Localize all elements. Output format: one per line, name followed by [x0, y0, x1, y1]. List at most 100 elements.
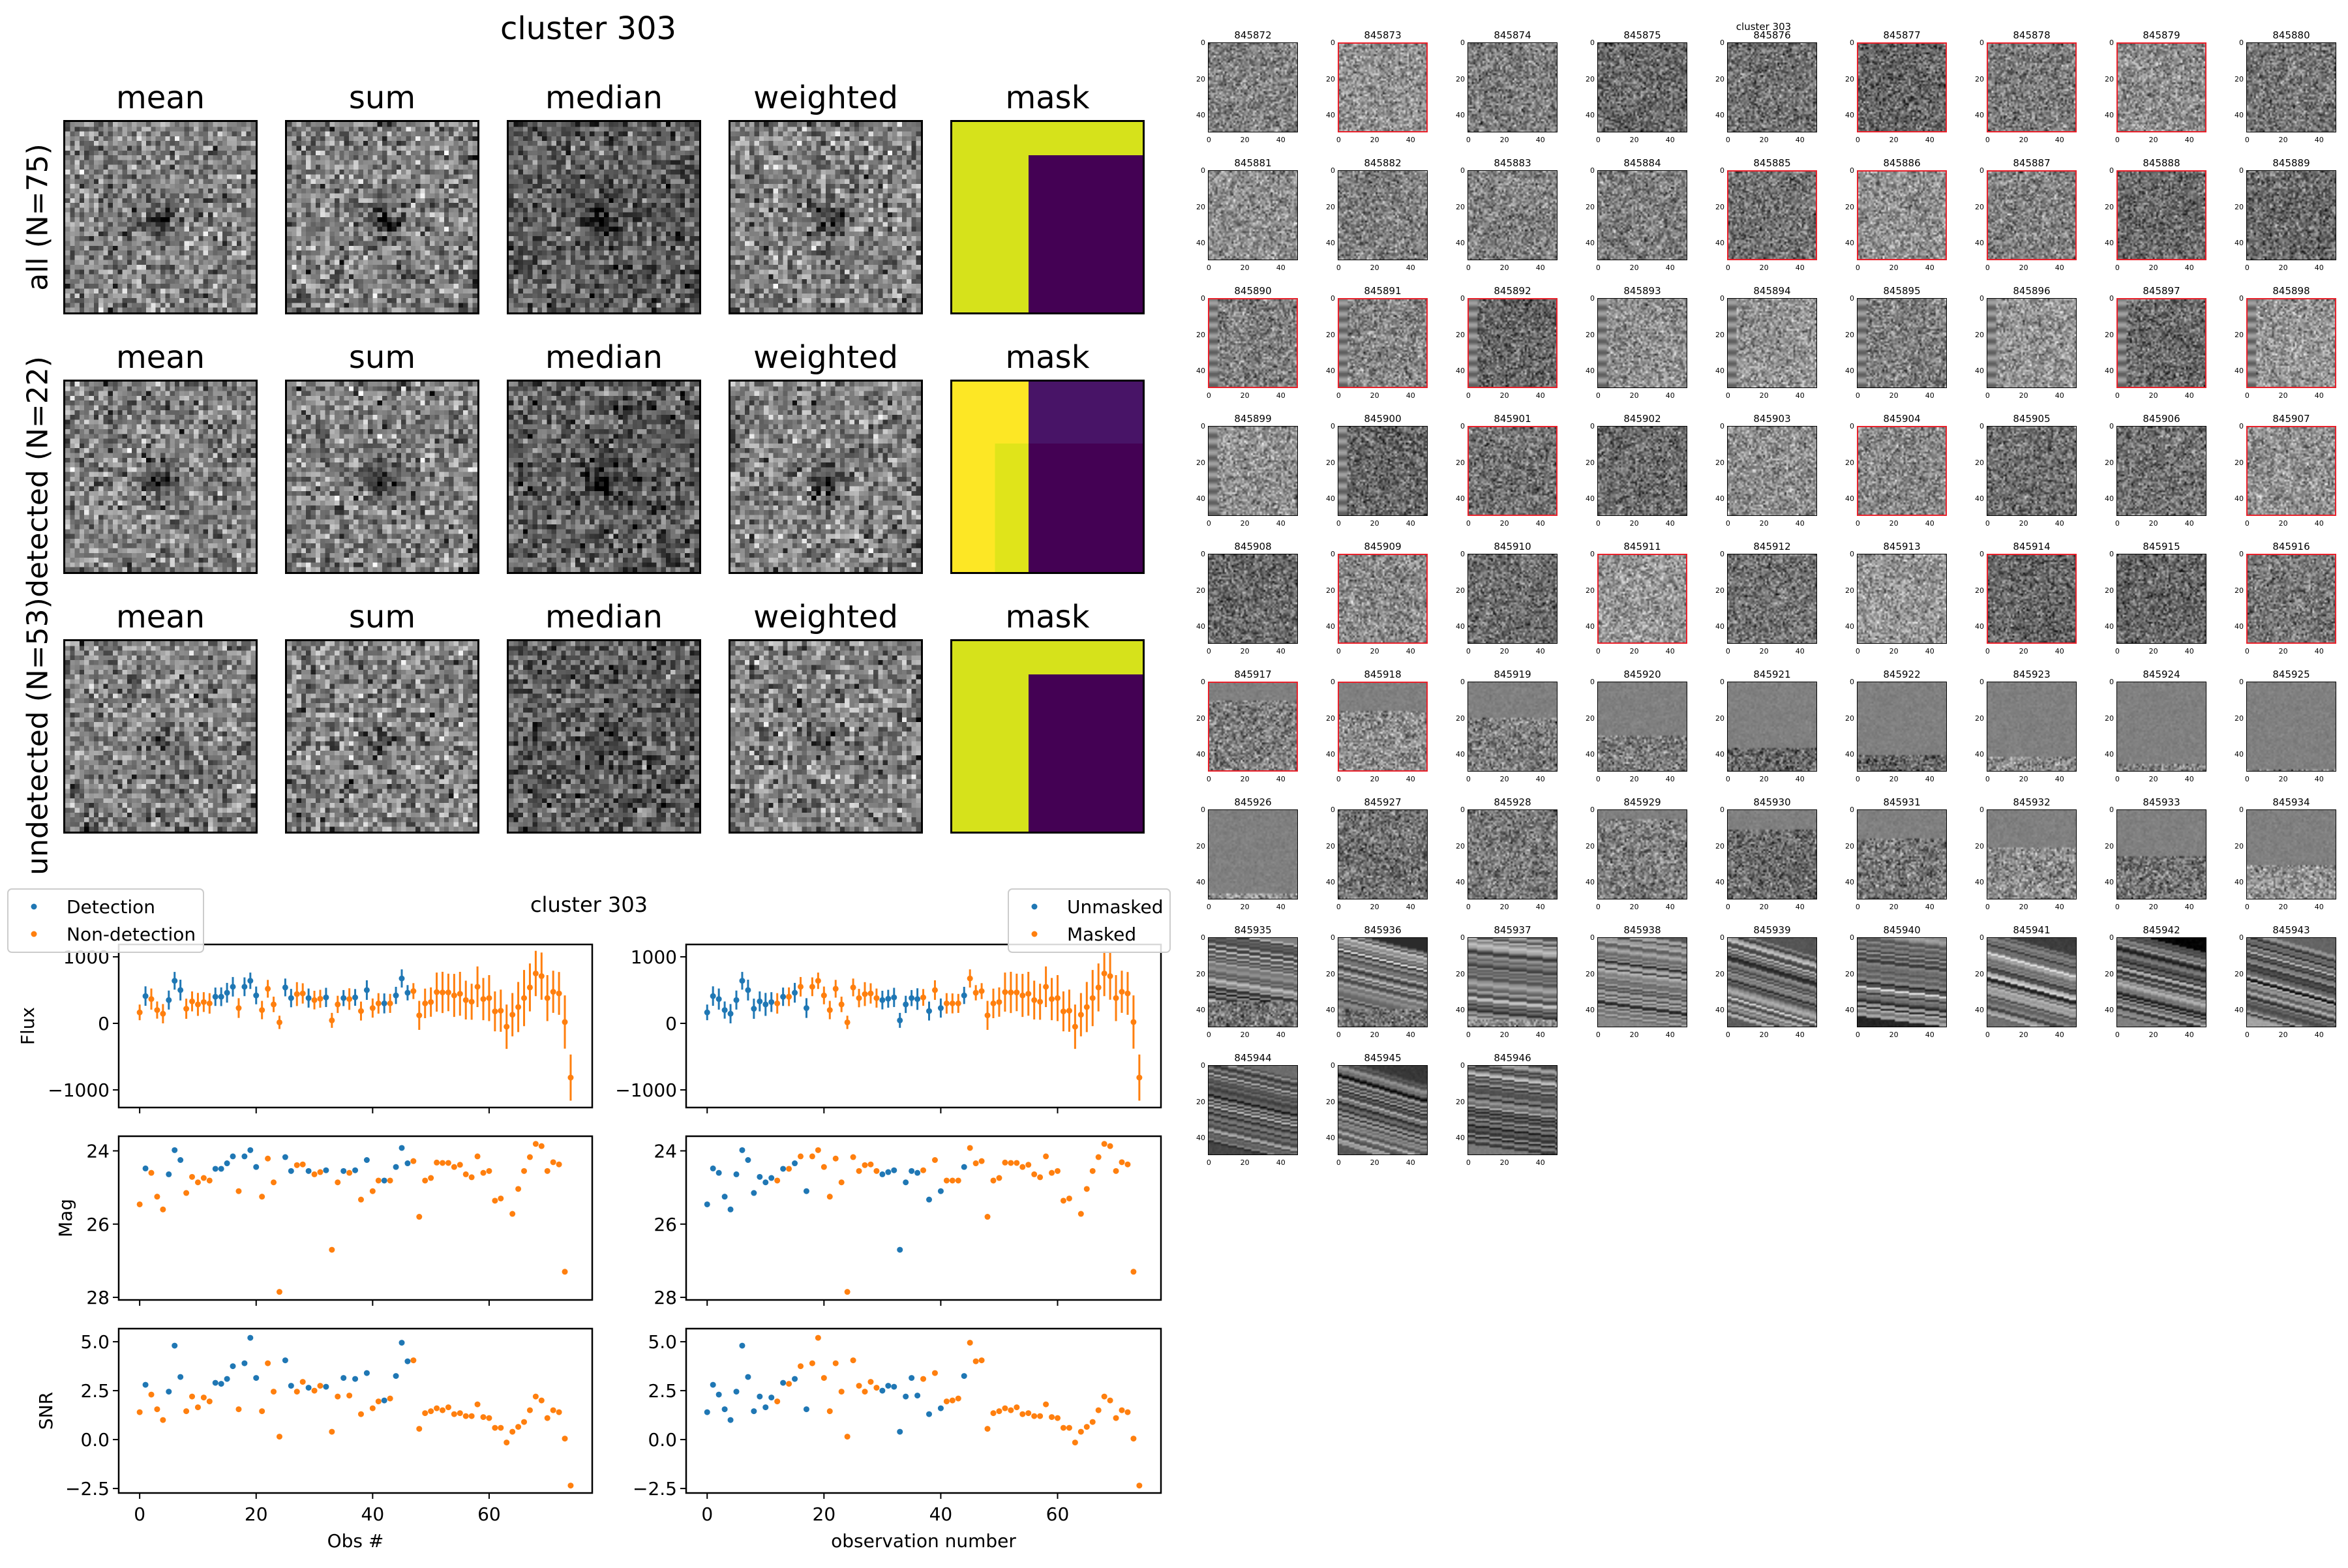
thumbnail-title: 845936 — [1364, 924, 1402, 936]
thumbnail-y-tick-label: 20 — [2105, 458, 2114, 467]
data-point — [224, 989, 230, 996]
thumbnail-x-tick-label: 0 — [1595, 264, 1601, 272]
data-point — [879, 1171, 886, 1177]
data-point — [1014, 1160, 1020, 1166]
thumbnail-y-tick-label: 20 — [1586, 969, 1595, 978]
thumbnail-x-tick-label: 20 — [2019, 1031, 2028, 1039]
thumbnail-image-flagged — [2246, 298, 2336, 388]
thumbnail-x-tick-label: 0 — [2115, 519, 2120, 528]
y-tick-label: 24 — [654, 1140, 677, 1162]
thumbnail-image — [1338, 1065, 1428, 1155]
data-point — [897, 1246, 903, 1253]
thumbnail-y-tick-label: 20 — [2235, 841, 2244, 851]
data-point — [311, 1387, 318, 1394]
data-point — [955, 1395, 961, 1402]
thumbnail-x-tick-label: 0 — [1466, 903, 1471, 911]
thumbnail-x-tick-label: 20 — [2148, 647, 2158, 656]
data-point — [967, 1145, 973, 1151]
legend-label: Masked — [1067, 924, 1136, 945]
data-point — [265, 1155, 271, 1162]
panel-title-mask: mask — [1005, 80, 1090, 116]
data-point — [422, 1410, 429, 1417]
data-point — [1072, 1440, 1078, 1446]
data-point — [445, 1404, 451, 1411]
y-tick-label: 0 — [665, 1013, 677, 1034]
thumbnail-x-tick-label: 0 — [1336, 519, 1341, 528]
data-point — [961, 1164, 967, 1170]
thumbnail-x-tick-label: 40 — [2054, 519, 2064, 528]
thumbnail-x-tick-label: 0 — [2115, 1031, 2120, 1039]
data-point — [142, 993, 149, 999]
thumbnail-y-tick-label: 40 — [1196, 877, 1205, 886]
thumbnail-y-tick-label: 20 — [1715, 714, 1724, 723]
thumbnail-y-tick-label: 20 — [2105, 202, 2114, 211]
data-point — [715, 1391, 722, 1398]
data-point — [909, 1168, 915, 1174]
median-stack-image — [507, 639, 701, 834]
data-point — [218, 993, 224, 1000]
thumbnail-title: 845893 — [1623, 285, 1661, 297]
thumbnail-y-tick-label: 40 — [1975, 494, 1984, 503]
thumbnail-y-tick-label: 40 — [2105, 110, 2114, 119]
thumbnail-y-tick-label: 0 — [1201, 422, 1205, 431]
data-point — [967, 1340, 973, 1346]
thumbnail-y-tick-label: 40 — [1586, 622, 1595, 631]
thumbnail-image — [1208, 554, 1298, 644]
thumbnail-x-tick-label: 20 — [1499, 391, 1509, 400]
thumbnail-y-tick-label: 20 — [1586, 841, 1595, 851]
data-point — [422, 1000, 429, 1006]
y-axis-label: Mag — [55, 1199, 76, 1237]
data-point — [474, 1153, 481, 1160]
thumbnail-x-tick-label: 20 — [1370, 775, 1379, 783]
data-point — [850, 984, 856, 991]
thumbnail-x-tick-label: 0 — [1725, 391, 1730, 400]
data-point — [1043, 984, 1049, 990]
x-axis-label: Obs # — [327, 1530, 384, 1552]
data-point — [844, 1289, 850, 1295]
thumbnail-y-tick-label: 20 — [1326, 586, 1335, 595]
data-point — [177, 1374, 184, 1380]
thumbnail-y-tick-label: 20 — [2235, 458, 2244, 467]
data-point — [1119, 1159, 1125, 1166]
thumbnail-x-tick-label: 20 — [1240, 1031, 1250, 1039]
thumbnail-y-tick-label: 40 — [1196, 238, 1205, 247]
thumbnail-y-tick-label: 0 — [1590, 806, 1595, 815]
data-point — [1025, 991, 1032, 997]
thumbnail-image-flagged — [1987, 554, 2077, 644]
thumbnail-x-tick-label: 20 — [1370, 647, 1379, 656]
data-point — [369, 1188, 376, 1194]
data-point — [762, 1404, 769, 1411]
thumbnail-x-tick-label: 0 — [1725, 647, 1730, 656]
data-point — [972, 989, 979, 996]
data-point — [751, 1190, 757, 1196]
thumbnail-title: 845921 — [1753, 669, 1791, 680]
thumbnail-title: 845873 — [1364, 29, 1402, 41]
thumbnail-x-tick-label: 40 — [2184, 391, 2194, 400]
data-point — [990, 1000, 997, 1006]
thumbnail-x-tick-label: 20 — [1370, 391, 1379, 400]
thumbnail-x-tick-label: 40 — [1276, 136, 1286, 144]
data-point — [160, 1010, 166, 1017]
panel-title-median: median — [545, 339, 663, 376]
data-point — [1101, 970, 1107, 976]
thumbnail-x-tick-label: 20 — [1889, 519, 1899, 528]
thumbnail-title: 845930 — [1753, 796, 1791, 808]
thumbnail-x-tick-label: 40 — [1276, 647, 1286, 656]
thumbnail-image — [1468, 809, 1558, 899]
data-point — [967, 975, 973, 982]
thumbnail-x-tick-label: 40 — [2054, 775, 2064, 783]
thumbnail-image — [2116, 682, 2206, 772]
data-point — [294, 1389, 300, 1395]
thumbnail-y-tick-label: 40 — [1456, 1133, 1465, 1142]
data-point — [200, 999, 207, 1005]
data-point — [288, 995, 294, 1001]
thumbnail-y-tick-label: 0 — [1720, 933, 1724, 942]
data-point — [780, 1380, 787, 1386]
thumbnail-image — [1468, 170, 1558, 260]
thumbnail-x-tick-label: 40 — [1795, 391, 1805, 400]
data-point — [311, 997, 318, 1003]
thumbnail-image — [1857, 937, 1947, 1027]
thumbnail-image — [1727, 809, 1817, 899]
data-point — [562, 1436, 568, 1442]
light-curve-charts: cluster 303 1000 0 −1000 Flux 24 26 28 Mag 5.0 2.5… — [7, 888, 1171, 1552]
